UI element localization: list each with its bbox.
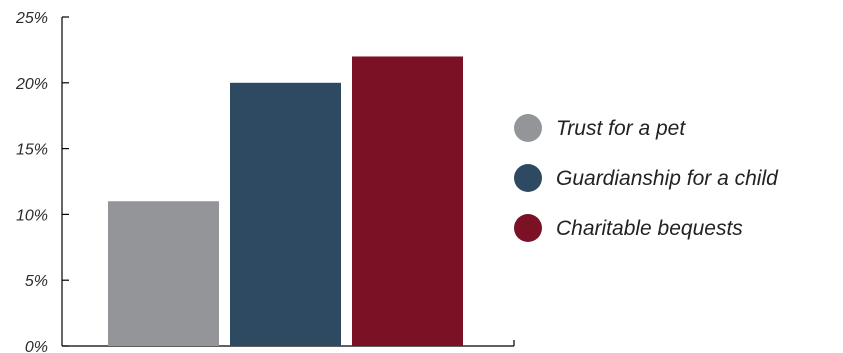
legend-swatch xyxy=(514,114,542,142)
bar xyxy=(230,82,341,347)
y-tick-label: 5% xyxy=(25,273,48,290)
legend-label: Guardianship for a child xyxy=(556,167,779,190)
legend-label: Trust for a pet xyxy=(556,117,686,140)
y-tick-label: 20% xyxy=(15,76,48,93)
y-tick-label: 0% xyxy=(25,339,48,353)
y-tick-label: 15% xyxy=(16,142,48,159)
y-axis-ticks: 0% 5% 10% 15% 20% 25% xyxy=(15,10,69,353)
bars xyxy=(108,56,463,347)
legend-swatch xyxy=(514,214,542,242)
bar xyxy=(108,201,219,346)
y-axis: 0% 5% 10% 15% 20% 25% xyxy=(15,10,69,353)
y-tick-label: 25% xyxy=(15,10,48,27)
bar xyxy=(352,56,463,346)
legend: Trust for a pet Guardianship for a child C… xyxy=(514,114,779,242)
legend-swatch xyxy=(514,164,542,192)
legend-label: Charitable bequests xyxy=(556,217,743,240)
y-tick-label: 10% xyxy=(16,207,48,224)
